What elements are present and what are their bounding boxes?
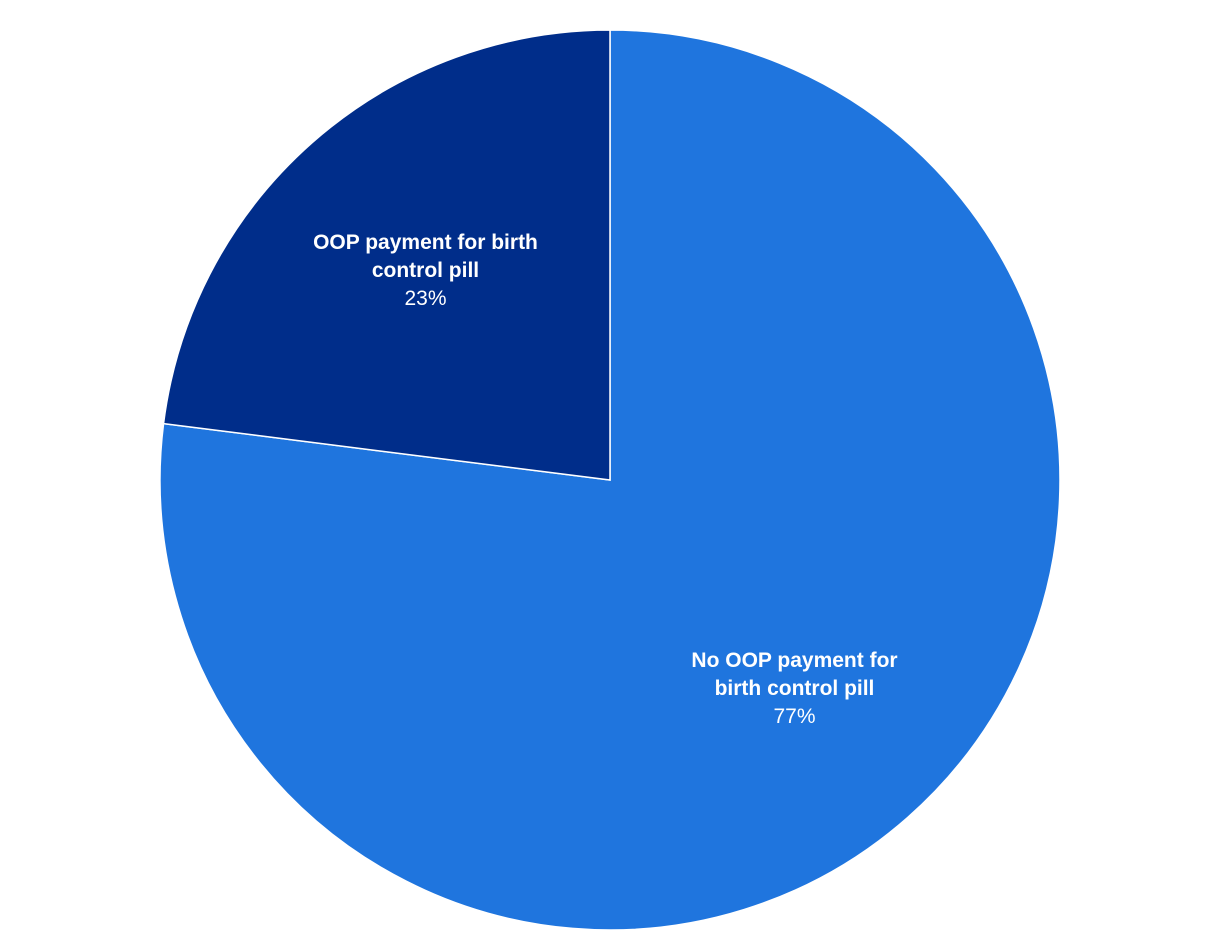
slice-name: OOP payment for birth control pill — [313, 230, 538, 282]
slice-label: OOP payment for birth control pill 23% — [310, 229, 540, 313]
slice-label: No OOP payment for birth control pill 77% — [680, 647, 910, 731]
pie-slice — [162, 29, 611, 481]
slice-value: 23% — [404, 286, 447, 310]
slice-name: No OOP payment for birth control pill — [691, 649, 898, 701]
pie-slice — [159, 29, 1061, 931]
slice-value: 77% — [773, 705, 816, 729]
